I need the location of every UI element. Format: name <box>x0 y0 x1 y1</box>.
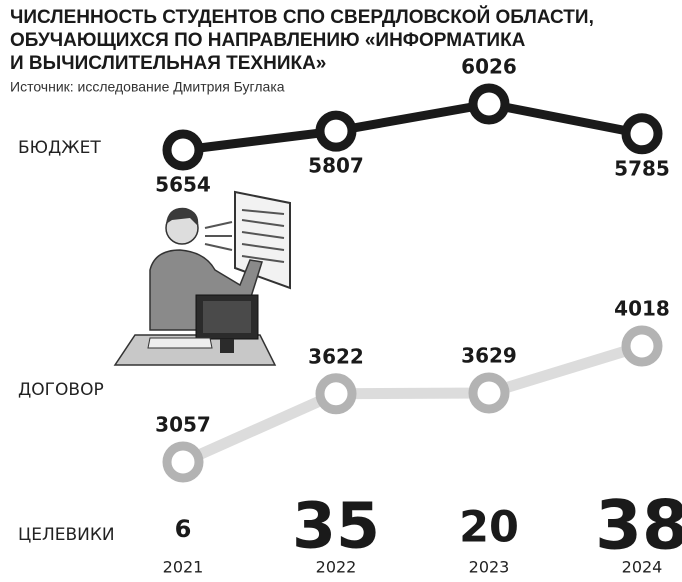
marker <box>320 378 352 410</box>
legend-label: ДОГОВОР <box>18 380 104 400</box>
legend-label: БЮДЖЕТ <box>18 138 101 158</box>
data-label: 4018 <box>614 297 670 321</box>
marker <box>320 115 352 147</box>
chart-title: ОБУЧАЮЩИХСЯ ПО НАПРАВЛЕНИЮ «ИНФОРМАТИКА <box>10 30 526 51</box>
data-label: 35 <box>292 489 380 563</box>
data-label: 5807 <box>308 154 364 178</box>
illustration <box>115 192 290 365</box>
marker <box>626 330 658 362</box>
legend-label: ЦЕЛЕВИКИ <box>18 525 115 545</box>
data-label: 38 <box>595 487 682 565</box>
x-tick-label: 2021 <box>163 558 204 577</box>
x-tick-label: 2023 <box>469 558 510 577</box>
data-label: 6 <box>175 515 192 543</box>
marker <box>473 88 505 120</box>
marker <box>167 134 199 166</box>
data-label: 5785 <box>614 156 670 180</box>
chart-title: И ВЫЧИСЛИТЕЛЬНАЯ ТЕХНИКА» <box>10 53 326 74</box>
data-label: 3057 <box>155 413 211 437</box>
marker <box>473 377 505 409</box>
marker <box>626 118 658 150</box>
data-label: 20 <box>459 503 519 553</box>
chart: ЧИСЛЕННОСТЬ СТУДЕНТОВ СПО СВЕРДЛОВСКОЙ О… <box>0 0 682 582</box>
data-label: 6026 <box>461 55 517 79</box>
marker <box>167 446 199 478</box>
data-label: 3622 <box>308 344 364 368</box>
data-label: 5654 <box>155 173 211 197</box>
chart-subtitle: Источник: исследование Дмитрия Буглака <box>10 79 285 95</box>
line <box>183 104 642 150</box>
data-label: 3629 <box>461 343 517 367</box>
chart-title: ЧИСЛЕННОСТЬ СТУДЕНТОВ СПО СВЕРДЛОВСКОЙ О… <box>10 6 594 28</box>
